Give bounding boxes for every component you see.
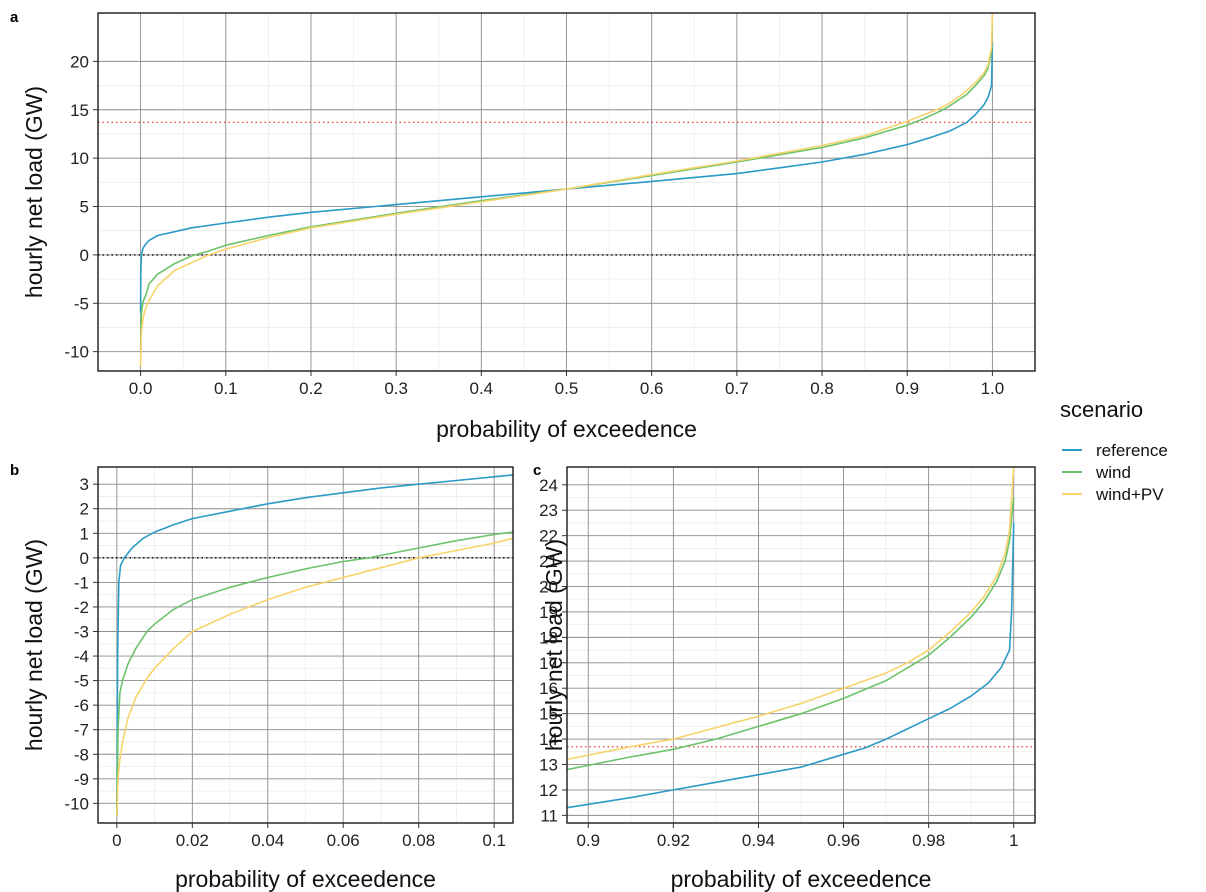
x-axis-title: probability of exceedence [671,866,932,892]
x-tick-label: 0.92 [657,831,690,850]
y-tick-label: -8 [74,745,89,764]
y-tick-label: -10 [64,343,89,362]
y-tick-label: 23 [539,501,558,520]
y-tick-label: 17 [539,654,558,673]
x-tick-label: 1.0 [981,379,1005,398]
legend: scenario reference wind wind+PV [1060,397,1168,504]
x-axis-title: probability of exceedence [436,416,697,442]
x-tick-label: 0.7 [725,379,749,398]
x-tick-label: 0.04 [251,831,284,850]
y-tick-label: 0 [80,549,89,568]
y-tick-label: -1 [74,573,89,592]
y-axis-title: hourly net load (GW) [21,86,47,298]
x-tick-label: 0.6 [640,379,664,398]
y-tick-label: 18 [539,628,558,647]
x-tick-label: 0.9 [576,831,600,850]
series-line-reference [116,474,513,816]
y-tick-label: 15 [539,705,558,724]
x-tick-label: 0.98 [912,831,945,850]
y-tick-label: 22 [539,527,558,546]
y-tick-label: 11 [540,806,558,825]
x-tick-label: 0.08 [402,831,435,850]
y-tick-label: 12 [539,781,558,800]
series-group [116,474,513,816]
y-tick-label: -4 [74,647,89,666]
y-tick-label: 20 [539,578,558,597]
panel-a: 0.0 0.1 0.2 0.3 0.4 0.5 0.6 0.7 0.8 0.9 1.0 -10 -5 0 5… [10,9,1036,442]
y-tick-label: -7 [74,721,89,740]
y-tick-label: 10 [70,149,89,168]
panel-letter: c [533,462,541,479]
panel-b: 0 0.02 0.04 0.06 0.08 0.1-10-9-8-7-6-5-4-3-2-… [10,462,514,892]
y-tick-label: 2 [80,500,89,519]
y-tick-label: 3 [80,475,89,494]
y-tick-label: 21 [539,552,558,571]
x-tick-label: 0.4 [469,379,493,398]
series-line-reference [567,522,1015,809]
grid [567,467,1035,823]
y-tick-label: 13 [539,756,558,775]
y-tick-label: -6 [74,696,89,715]
y-tick-label: 20 [70,52,89,71]
x-tick-label: 0.5 [555,379,579,398]
y-tick-label: 5 [80,198,89,217]
y-tick-label: -3 [74,622,89,641]
legend-label-reference: reference [1096,441,1168,460]
x-tick-label: 0.96 [827,831,860,850]
x-tick-label: 0 [112,831,121,850]
y-tick-label: -10 [64,794,89,813]
y-tick-label: 24 [539,476,558,495]
x-tick-label: 0.9 [895,379,919,398]
x-tick-label: 0.0 [129,379,153,398]
legend-label-wind-pv: wind+PV [1095,485,1164,504]
y-tick-label: 19 [539,603,558,622]
series-line-wind [116,531,513,816]
x-tick-label: 0.3 [384,379,408,398]
grid [98,13,1035,371]
grid [98,467,513,823]
x-tick-label: 0.8 [810,379,834,398]
series-line-wind-pv [139,13,994,367]
series-line-wind-pv [116,537,513,816]
x-tick-label: 1 [1009,831,1018,850]
x-tick-label: 0.1 [214,379,238,398]
x-tick-label: 0.2 [299,379,323,398]
plot-frame [566,466,1036,824]
y-tick-label: 16 [539,679,558,698]
y-tick-label: 14 [539,730,558,749]
x-axis-title: probability of exceedence [175,866,436,892]
y-tick-label: -5 [74,294,89,313]
series-line-wind-pv [567,467,1015,761]
series-group [139,13,994,367]
x-tick-label: 0.94 [742,831,775,850]
legend-title: scenario [1060,397,1143,422]
y-tick-label: -5 [74,672,89,691]
panel-letter: a [10,9,19,26]
panel-c: 0.9 0.92 0.94 0.96 0.98 111121314151617181920… [533,462,1036,892]
panel-letter: b [10,462,19,479]
x-tick-label: 0.02 [176,831,209,850]
y-axis-title: hourly net load (GW) [21,539,47,751]
x-tick-label: 0.06 [327,831,360,850]
x-tick-label: 0.1 [482,831,506,850]
y-tick-label: -9 [74,770,89,789]
y-axis-title: hourly net load (GW) [541,539,567,751]
series-group [567,467,1015,809]
plot-frame [97,466,514,824]
series-line-wind [567,497,1015,771]
legend-label-wind: wind [1095,463,1131,482]
y-tick-label: 1 [80,524,89,543]
y-tick-label: 0 [80,246,89,265]
y-tick-label: 15 [70,101,89,120]
y-tick-label: -2 [74,598,89,617]
